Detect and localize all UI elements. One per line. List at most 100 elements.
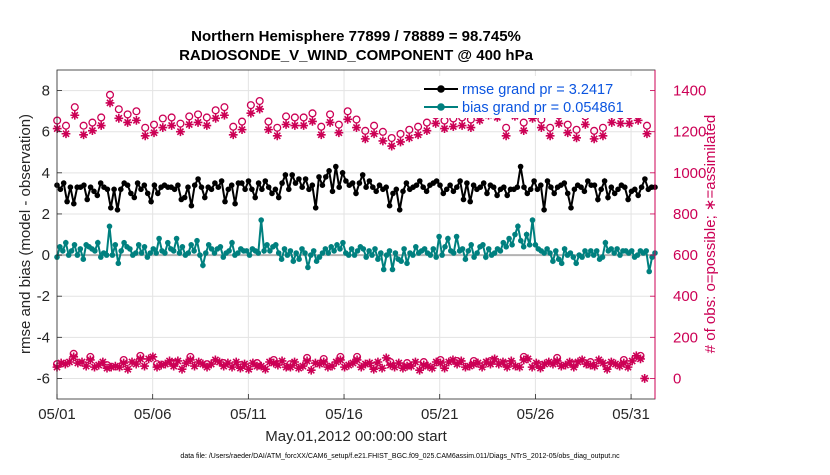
rmse-point	[57, 186, 64, 193]
bias-point	[413, 244, 419, 250]
obs-assimilated-marker	[334, 128, 344, 138]
rmse-point	[642, 176, 648, 182]
obs-possible-marker	[86, 352, 95, 361]
bias-point	[170, 248, 177, 254]
obs-possible-marker	[422, 118, 431, 127]
rmse-point	[564, 190, 571, 197]
bias-point	[302, 250, 308, 256]
bias-point	[308, 252, 314, 258]
obs-assimilated-marker	[73, 358, 83, 368]
bias-point	[617, 252, 623, 258]
rmse-point	[181, 194, 188, 201]
obs-assimilated-marker	[406, 361, 416, 371]
obs-assimilated-marker	[580, 120, 590, 129]
right-y-tick-label: 600	[673, 247, 698, 264]
rmse-point	[568, 205, 574, 211]
bias-point	[523, 231, 530, 238]
legend-bias-marker	[437, 103, 445, 111]
right-y-tick-label: 1000	[673, 165, 706, 182]
rmse-point	[443, 186, 450, 193]
rmse-point	[306, 186, 312, 193]
rmse-point	[71, 200, 77, 207]
bias-point	[515, 223, 521, 230]
obs-assimilated-marker	[323, 362, 333, 372]
rmse-point	[480, 180, 487, 186]
rmse-point	[521, 184, 527, 190]
data-file-footer: data file: /Users/raeder/DAI/ATM_forcXX/…	[180, 453, 620, 460]
obs-possible-marker	[387, 133, 396, 143]
obs-assimilated-marker	[202, 121, 212, 130]
bias-point	[509, 242, 515, 248]
obs-assimilated-marker	[273, 360, 283, 370]
obs-assimilated-marker	[515, 362, 525, 372]
bias-point	[544, 246, 550, 252]
rmse-point	[124, 182, 131, 188]
obs-assimilated-marker	[255, 104, 265, 114]
bias-point	[555, 256, 562, 263]
obs-assimilated-marker	[156, 360, 166, 370]
obs-assimilated-marker	[606, 357, 616, 367]
bias-point	[588, 248, 594, 254]
obs-assimilated-marker	[158, 123, 168, 132]
bias-point	[188, 242, 194, 248]
rmse-point	[323, 174, 329, 180]
rmse-point	[638, 184, 645, 190]
bias-point	[547, 250, 553, 256]
bias-point	[217, 244, 224, 250]
obs-assimilated-marker	[481, 357, 491, 367]
obs-assimilated-marker	[90, 362, 99, 372]
bias-point	[319, 250, 326, 256]
obs-assimilated-marker	[123, 364, 133, 374]
obs-possible-marker	[119, 355, 128, 365]
obs-possible-marker	[123, 110, 132, 119]
rmse-point	[228, 182, 235, 188]
bias-point	[500, 239, 507, 246]
rmse-point	[373, 188, 380, 195]
obs-assimilated-marker	[590, 361, 600, 371]
bias-point	[229, 239, 235, 246]
obs-assimilated-marker	[528, 113, 537, 123]
bias-point	[95, 239, 101, 246]
bias-point	[340, 239, 346, 246]
bias-point	[526, 242, 533, 248]
rmse-point	[118, 186, 124, 193]
obs-assimilated-marker	[265, 357, 274, 367]
obs-assimilated-marker	[456, 356, 466, 366]
obs-assimilated-marker	[325, 118, 335, 127]
obs-possible-marker	[563, 120, 572, 129]
bias-point	[506, 235, 512, 242]
bias-point	[558, 260, 565, 267]
obs-possible-marker	[336, 352, 345, 361]
bias-point	[459, 246, 466, 252]
bias-point	[380, 266, 387, 273]
rmse-point	[215, 184, 222, 190]
obs-assimilated-marker	[331, 357, 341, 367]
rmse-point	[504, 192, 511, 199]
bias-point	[383, 252, 390, 258]
rmse-point	[531, 178, 537, 184]
obs-assimilated-marker	[615, 361, 625, 371]
obs-assimilated-marker	[176, 127, 185, 137]
bias-point	[436, 233, 442, 240]
rmse-point	[91, 188, 97, 195]
rmse-point	[353, 190, 359, 197]
x-tick-label: 05/21	[421, 406, 459, 423]
bias-point	[141, 244, 148, 250]
bias-point	[293, 250, 300, 256]
rmse-point	[222, 198, 228, 205]
rmse-point	[114, 207, 121, 213]
rmse-point	[437, 182, 443, 188]
obs-possible-marker	[598, 123, 608, 132]
rmse-point	[625, 196, 631, 203]
obs-assimilated-marker	[413, 130, 423, 140]
obs-assimilated-marker	[473, 358, 483, 368]
bias-point	[313, 258, 320, 265]
rmse-point	[282, 172, 289, 178]
bias-point	[442, 244, 448, 250]
obs-assimilated-marker	[132, 115, 141, 125]
obs-assimilated-marker	[519, 126, 529, 136]
obs-possible-marker	[619, 355, 628, 365]
obs-assimilated-marker	[598, 358, 608, 368]
rmse-point	[255, 180, 262, 186]
rmse-point	[333, 163, 339, 170]
